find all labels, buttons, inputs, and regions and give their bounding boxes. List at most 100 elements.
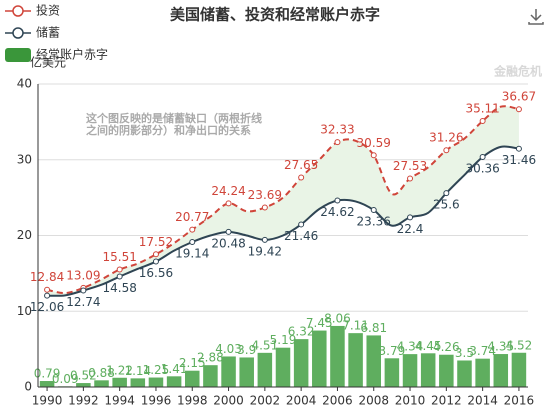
bar xyxy=(402,354,418,387)
bar xyxy=(439,354,454,387)
bar xyxy=(221,356,236,387)
bar xyxy=(366,335,381,387)
point xyxy=(407,214,414,221)
x-tick-label: 2014 xyxy=(467,394,498,408)
point xyxy=(152,251,159,258)
point-label: 31.46 xyxy=(502,153,536,167)
point xyxy=(515,106,522,113)
point-label: 23.69 xyxy=(248,188,282,202)
point-label: 23.36 xyxy=(357,215,391,229)
bar xyxy=(166,376,182,387)
bar-label: 0.88 xyxy=(88,366,115,380)
y-tick-label: 40 xyxy=(17,77,32,91)
point xyxy=(189,239,196,246)
x-tick-label: 2000 xyxy=(213,394,244,408)
bar xyxy=(148,377,164,387)
download-glyph[interactable] xyxy=(528,9,544,25)
point xyxy=(189,226,196,233)
bar-label: 3.79 xyxy=(379,344,406,358)
point xyxy=(80,287,87,294)
bar xyxy=(76,383,91,387)
point-label: 19.42 xyxy=(248,244,282,258)
bar xyxy=(94,380,109,387)
bar-label: 0.09 xyxy=(52,372,79,386)
bar-label: 4.34 xyxy=(397,340,424,354)
gap-area xyxy=(47,106,519,296)
point-label: 19.14 xyxy=(175,247,209,261)
bar xyxy=(420,353,436,387)
bar-label: 0.52 xyxy=(70,369,97,383)
line xyxy=(46,105,520,295)
point xyxy=(116,273,123,280)
bar xyxy=(312,330,327,387)
point xyxy=(370,207,377,214)
bar-label: 4.52 xyxy=(506,338,533,352)
point xyxy=(479,154,486,161)
point xyxy=(407,175,414,182)
bar-label: 4.35 xyxy=(487,340,514,354)
point-label: 17.52 xyxy=(139,235,173,249)
bar-label: 6.81 xyxy=(360,321,387,335)
bar xyxy=(239,357,254,387)
x-tick-label: 2012 xyxy=(431,394,462,408)
bar-label: 2.88 xyxy=(197,351,224,365)
bar-label: 1.41 xyxy=(161,362,188,376)
point xyxy=(334,197,341,204)
x-tick-label: 2006 xyxy=(322,394,353,408)
point-label: 20.77 xyxy=(175,210,209,224)
point-label: 35.11 xyxy=(465,102,499,116)
point-label: 36.67 xyxy=(502,90,536,104)
point xyxy=(298,174,305,181)
x-tick-label: 2004 xyxy=(286,394,317,408)
point-label: 24.62 xyxy=(320,205,354,219)
y-axis-label: 亿美元 xyxy=(30,55,66,70)
bar-label: 6.32 xyxy=(288,325,315,339)
bar-label: 3.74 xyxy=(469,344,496,358)
bar-label: 1.25 xyxy=(143,363,170,377)
point-label: 22.4 xyxy=(397,222,424,236)
point-label: 15.51 xyxy=(102,250,136,264)
bar xyxy=(457,360,472,387)
point-label: 21.46 xyxy=(284,229,318,243)
point xyxy=(479,118,486,125)
bar-label: 2.15 xyxy=(179,356,206,370)
point xyxy=(225,228,232,235)
bar-label: 7.11 xyxy=(342,319,369,333)
point-label: 27.65 xyxy=(284,158,318,172)
bar-label: 4.45 xyxy=(415,339,442,353)
point-label: 12.06 xyxy=(30,300,64,314)
bar-label: 7.45 xyxy=(306,316,333,330)
y-tick-label: 0 xyxy=(24,380,32,394)
point-label: 12.84 xyxy=(30,270,64,284)
point xyxy=(261,204,268,211)
y-tick-label: 30 xyxy=(17,152,32,166)
x-tick-label: 1992 xyxy=(68,394,99,408)
download-icon[interactable] xyxy=(528,9,544,25)
x-tick-label: 1998 xyxy=(177,394,208,408)
bar xyxy=(275,347,291,387)
y-tick-label: 20 xyxy=(17,228,32,242)
line xyxy=(47,145,520,297)
point-label: 13.09 xyxy=(66,268,100,282)
point-label: 31.26 xyxy=(429,131,463,145)
legend-marker xyxy=(12,5,24,17)
point xyxy=(443,147,450,154)
x-tick-label: 1996 xyxy=(141,394,172,408)
bar xyxy=(130,378,146,387)
x-tick-label: 2016 xyxy=(504,394,535,408)
point-label: 30.36 xyxy=(465,162,499,176)
point-label: 25.6 xyxy=(433,198,460,212)
bar-label: 1.22 xyxy=(106,363,133,377)
point-label: 14.58 xyxy=(102,281,136,295)
bar-label: 4.51 xyxy=(251,338,278,352)
point-label: 20.48 xyxy=(211,236,245,250)
point xyxy=(370,152,377,159)
y-tick-label: 10 xyxy=(17,304,32,318)
point-label: 27.53 xyxy=(393,159,427,173)
annotation: 之间的阴影部分）和净出口的关系 xyxy=(86,123,251,137)
x-tick-label: 1994 xyxy=(104,394,135,408)
annotation: 这个图反映的是储蓄缺口（两根折线 xyxy=(86,111,262,125)
bar xyxy=(112,377,127,387)
bar-label: 5.19 xyxy=(270,333,297,347)
